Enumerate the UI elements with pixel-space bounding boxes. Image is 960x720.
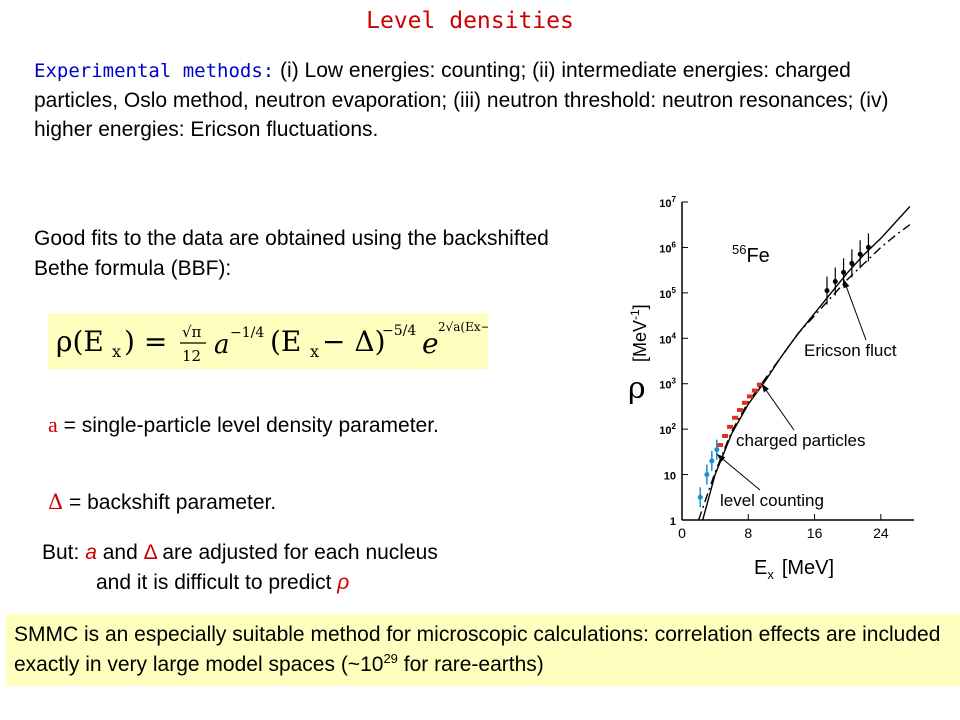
arrow-ericson <box>843 279 867 341</box>
counting-point <box>697 494 703 500</box>
series-curve-solid <box>702 206 911 521</box>
ericson-point <box>824 288 830 294</box>
formula-exp-a: −1/4 <box>230 325 264 341</box>
y-tick-label: 104 <box>659 331 676 346</box>
charged-point <box>756 382 763 387</box>
arrow-charged-head <box>761 383 769 393</box>
ericson-point <box>832 279 838 284</box>
but-delta: Δ <box>143 541 157 564</box>
bottom-highlight-box <box>6 614 960 686</box>
formula-e: e <box>422 327 439 360</box>
x-axis-label: Ex [MeV] <box>754 557 834 582</box>
charged-point <box>741 400 748 405</box>
param-a-symbol: a <box>48 412 58 437</box>
page-title: Level densities <box>366 8 574 34</box>
x-tick-label: 24 <box>873 525 889 541</box>
param-delta-text: = backshift parameter. <box>63 491 277 514</box>
bottom-text-1: SMMC is an especially suitable method fo… <box>14 623 941 676</box>
formula-minus-delta: − Δ) <box>322 325 386 358</box>
but-paragraph: But: a and Δ are adjusted for each nucle… <box>42 538 562 598</box>
charged-point <box>746 394 753 399</box>
ericson-point <box>849 260 855 266</box>
counting-point <box>704 472 710 478</box>
fits-text: Good fits to the data are obtained using… <box>34 227 549 280</box>
formula-sub-x: x <box>112 342 121 361</box>
but-rest2: and it is difficult to predict <box>96 571 338 594</box>
but-a: a <box>85 541 97 564</box>
y-tick-label: 10 <box>664 471 676 483</box>
y-tick-label: 1 <box>670 516 676 528</box>
y-tick-label: 105 <box>659 286 676 301</box>
formula-paren-sub: x <box>310 342 319 361</box>
charged-point <box>717 443 724 448</box>
charged-point <box>732 415 739 420</box>
y-tick-label: 103 <box>659 377 676 392</box>
y-tick-label: 107 <box>659 195 676 210</box>
formula-denom: 12 <box>182 347 201 365</box>
but-prefix: But: <box>42 541 86 564</box>
charged-point <box>751 388 758 393</box>
y-tick-label: 106 <box>659 240 676 255</box>
arrow-counting-head <box>716 454 726 462</box>
x-tick-label: 8 <box>744 525 752 541</box>
but-rho: ρ <box>337 571 350 594</box>
param-delta-symbol: Δ <box>48 490 64 514</box>
param-a-text: = single-particle level density paramete… <box>57 414 439 437</box>
counting-point <box>714 447 720 453</box>
annotation-counting: level counting <box>720 491 824 510</box>
intro-text: (i) Low energies: counting; (ii) interme… <box>34 59 889 141</box>
formula-exp-paren: −5/4 <box>382 323 416 339</box>
nucleus-label: 56Fe <box>732 242 770 267</box>
y-axis-symbol: ρ <box>628 371 646 406</box>
bottom-sup: 29 <box>383 651 398 666</box>
bottom-text-2: for rare-earths) <box>397 653 544 676</box>
param-a-definition: a = single-particle level density parame… <box>48 410 468 441</box>
but-rest1: are adjusted for each nucleus <box>156 541 438 564</box>
level-density-plot: 0 8 16 24 1 10 102 103 104 105 106 107 56Fe Ericson… <box>628 195 914 582</box>
counting-point <box>709 458 715 464</box>
y-tick-label: 102 <box>659 422 676 437</box>
y-axis-unit: [MeV-1] <box>628 304 650 362</box>
but-and: and <box>96 541 144 564</box>
intro-paragraph: Experimental methods: (i) Low energies: … <box>34 56 924 144</box>
annotation-charged: charged particles <box>736 431 865 450</box>
formula-exp-e: 2√a(Ex−Δ) <box>438 320 488 334</box>
arrow-counting <box>716 453 761 491</box>
annotation-ericson: Ericson fluct <box>804 341 897 360</box>
bottom-text: SMMC is an especially suitable method fo… <box>14 620 960 680</box>
x-tick-label: 0 <box>678 525 686 541</box>
bbf-formula: ρ(E x ) = √π 12 a −1/4 (E x − Δ) −5/4 e … <box>56 320 488 365</box>
charged-point <box>727 424 734 429</box>
x-tick-label: 16 <box>807 525 823 541</box>
formula-sqrt-pi: √π <box>182 323 202 341</box>
formula-paren: (E <box>270 325 301 358</box>
formula-box: ρ(E x ) = √π 12 a −1/4 (E x − Δ) −5/4 e … <box>48 313 488 369</box>
series-curve-dashed <box>697 224 911 521</box>
intro-lead: Experimental methods: <box>34 60 275 82</box>
formula-a: a <box>214 330 230 360</box>
arrow-ericson-head <box>843 279 850 289</box>
charged-point <box>737 408 743 413</box>
ericson-point <box>865 244 871 250</box>
formula-eq: ) = <box>124 325 167 358</box>
charged-point <box>722 433 729 438</box>
ericson-point <box>841 269 847 275</box>
param-delta-definition: Δ = backshift parameter. <box>48 490 276 515</box>
ericson-point <box>857 251 863 257</box>
arrow-charged <box>761 383 795 431</box>
formula-lhs: ρ(E <box>56 325 104 358</box>
